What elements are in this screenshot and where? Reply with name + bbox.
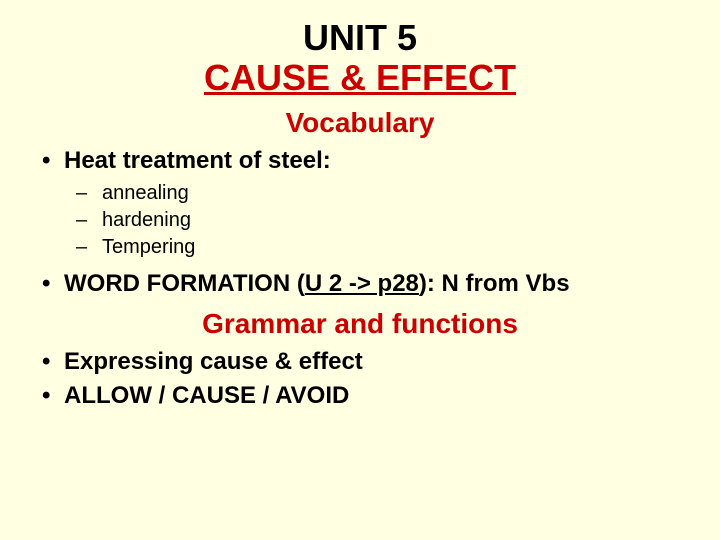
sub-bullet-text: Tempering (102, 235, 195, 260)
sub-bullet-annealing: – annealing (76, 181, 680, 206)
bullet-expressing-cause-effect: • Expressing cause & effect (40, 348, 680, 376)
sub-bullet-hardening: – hardening (76, 208, 680, 233)
section-heading-grammar: Grammar and functions (40, 308, 680, 340)
section-heading-vocabulary: Vocabulary (40, 107, 680, 139)
bullet-dot-icon: • (40, 382, 64, 410)
title-line-1: UNIT 5 (40, 14, 680, 58)
bullet-dash-icon: – (76, 235, 102, 260)
title-line-2: CAUSE & EFFECT (40, 58, 680, 98)
slide: UNIT 5 CAUSE & EFFECT Vocabulary • Heat … (0, 0, 720, 540)
bullet-dash-icon: – (76, 208, 102, 233)
bullet-allow-cause-avoid: • ALLOW / CAUSE / AVOID (40, 382, 680, 410)
bullet-text: Heat treatment of steel: (64, 147, 331, 175)
wf-pre: WORD FORMATION ( (64, 270, 305, 297)
bullet-word-formation: • WORD FORMATION (U 2 -> p28): N from Vb… (40, 270, 680, 298)
bullet-dot-icon: • (40, 147, 64, 175)
sub-bullet-text: hardening (102, 208, 191, 233)
bullet-dash-icon: – (76, 181, 102, 206)
bullet-heat-treatment: • Heat treatment of steel: (40, 147, 680, 175)
bullet-text: ALLOW / CAUSE / AVOID (64, 382, 349, 410)
bullet-dot-icon: • (40, 348, 64, 376)
bullet-dot-icon: • (40, 270, 64, 298)
sub-bullet-tempering: – Tempering (76, 235, 680, 260)
wf-post: ): N from Vbs (419, 270, 570, 297)
bullet-text: WORD FORMATION (U 2 -> p28): N from Vbs (64, 270, 570, 298)
wf-underlined: U 2 -> p28 (305, 270, 419, 297)
sub-bullet-text: annealing (102, 181, 189, 206)
bullet-text: Expressing cause & effect (64, 348, 363, 376)
